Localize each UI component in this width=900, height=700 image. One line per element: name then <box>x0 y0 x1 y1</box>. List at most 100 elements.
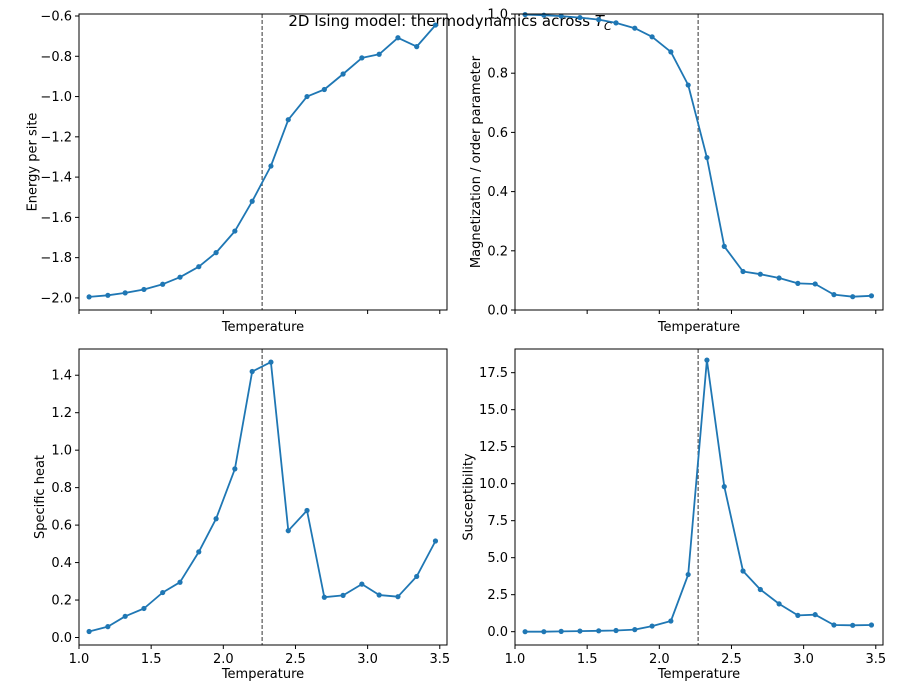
energy-data-point <box>304 93 310 100</box>
specific-heat-data-point <box>359 581 365 587</box>
magnetization-data-point <box>795 280 801 286</box>
susceptibility-panel: 1.0 1.5 2.0 2.5 3.0 3.5 0.0 2.5 5.0 7.5 10.0 12.5 15… <box>462 348 886 682</box>
magnetization-y-tick-label: 0.0 <box>487 304 508 319</box>
susceptibility-data-point <box>613 627 619 634</box>
susceptibility-data-point <box>632 627 638 633</box>
magnetization-data-point <box>776 275 782 281</box>
energy-axes-frame <box>78 13 448 311</box>
energy-y-tick-label: −1.4 <box>40 171 72 186</box>
energy-data-point <box>432 22 439 28</box>
energy-y-tick-label: −0.6 <box>40 10 72 25</box>
specific-heat-series-line <box>88 361 437 633</box>
magnetization-data-point <box>850 294 856 300</box>
energy-data-point <box>196 264 202 270</box>
susceptibility-data-point <box>831 622 837 628</box>
magnetization-panel: 0.0 0.2 0.4 0.6 0.8 1.0 Temperature Magnetizati… <box>469 8 884 335</box>
specific-heat-x-tick-label: 3.5 <box>429 652 450 667</box>
susceptibility-data-point <box>776 601 782 607</box>
susceptibility-data-point <box>649 623 655 629</box>
energy-panel: −2.0 −1.8 −1.6 −1.4 −1.2 −1.0 −0.8 −0.6 Temperat… <box>26 10 448 335</box>
specific-heat-data-point <box>304 507 310 514</box>
susceptibility-y-tick-label: 5.0 <box>487 551 508 566</box>
specific-heat-x-tick-label: 1.5 <box>141 652 162 667</box>
energy-data-point <box>340 71 346 77</box>
specific-heat-x-tick-label: 1.0 <box>69 652 90 667</box>
magnetization-data-point <box>668 49 674 55</box>
susceptibility-data-point <box>795 612 801 619</box>
susceptibility-data-point <box>577 628 583 634</box>
energy-y-tick-label: −2.0 <box>40 291 72 306</box>
specific-heat-data-point <box>122 613 128 619</box>
specific-heat-data-point <box>414 573 420 580</box>
susceptibility-y-tick-label: 0.0 <box>487 625 508 640</box>
specific-heat-x-tick-label: 2.5 <box>285 652 306 667</box>
specific-heat-panel: 1.0 1.5 2.0 2.5 3.0 3.5 0.0 0.2 0.4 0.6 0.8 1.0 1.2 1… <box>33 348 450 682</box>
energy-data-point <box>376 51 382 57</box>
susceptibility-x-tick-label: 3.0 <box>793 652 814 667</box>
energy-x-axis-label: Temperature <box>221 320 304 335</box>
magnetization-y-tick-label: 0.6 <box>487 126 508 141</box>
specific-heat-y-tick-label: 1.0 <box>51 444 72 459</box>
specific-heat-data-point <box>340 592 346 598</box>
magnetization-data-point <box>685 82 691 88</box>
specific-heat-data-point <box>232 466 238 472</box>
susceptibility-y-tick-label: 12.5 <box>479 440 508 455</box>
susceptibility-x-tick-label: 2.5 <box>721 652 742 667</box>
magnetization-x-axis-label: Temperature <box>657 320 740 335</box>
susceptibility-data-point <box>740 568 746 574</box>
magnetization-data-point <box>577 14 583 21</box>
energy-data-point <box>105 292 111 298</box>
magnetization-data-point <box>522 11 528 18</box>
specific-heat-data-point <box>432 538 439 544</box>
energy-data-point <box>213 250 219 256</box>
susceptibility-data-point <box>596 628 602 634</box>
specific-heat-data-point <box>249 368 255 375</box>
energy-data-point <box>249 198 255 204</box>
susceptibility-data-point <box>868 622 875 628</box>
magnetization-y-axis-label: Magnetization / order parameter <box>469 55 484 268</box>
magnetization-data-point <box>613 20 619 26</box>
magnetization-axes-frame <box>514 13 884 311</box>
energy-y-axis-label: Energy per site <box>26 113 41 212</box>
susceptibility-data-point <box>721 484 727 490</box>
magnetization-data-point <box>596 17 602 23</box>
specific-heat-data-point <box>376 592 382 598</box>
specific-heat-axes-frame <box>78 348 448 646</box>
energy-series-line <box>89 24 437 298</box>
energy-data-point <box>321 86 327 93</box>
magnetization-data-point <box>831 292 837 298</box>
susceptibility-y-tick-label: 15.0 <box>479 403 508 418</box>
magnetization-data-point <box>632 25 638 31</box>
susceptibility-data-point <box>541 629 547 635</box>
susceptibility-y-tick-label: 17.5 <box>479 366 508 381</box>
energy-y-tick-label: −1.8 <box>40 251 72 266</box>
energy-data-point <box>395 35 401 41</box>
magnetization-y-tick-label: 0.2 <box>487 244 508 259</box>
magnetization-data-point <box>740 268 746 275</box>
specific-heat-y-tick-label: 0.4 <box>51 556 72 571</box>
susceptibility-x-tick-label: 2.0 <box>649 652 670 667</box>
magnetization-data-point <box>541 12 547 18</box>
energy-data-point <box>232 228 238 234</box>
energy-y-tick-label: −1.0 <box>40 90 72 105</box>
specific-heat-y-tick-label: 0.0 <box>51 631 72 646</box>
energy-data-point <box>285 117 291 123</box>
susceptibility-data-point <box>685 571 691 578</box>
specific-heat-y-axis-label: Specific heat <box>33 455 48 539</box>
specific-heat-data-point <box>213 516 219 522</box>
susceptibility-x-tick-label: 1.5 <box>577 652 598 667</box>
energy-data-point <box>122 290 128 296</box>
specific-heat-y-tick-label: 0.6 <box>51 519 72 534</box>
magnetization-series-line <box>525 13 872 298</box>
magnetization-data-point <box>649 34 655 40</box>
susceptibility-axes-frame <box>514 348 884 646</box>
energy-data-point <box>86 294 92 300</box>
specific-heat-data-point <box>285 528 291 534</box>
susceptibility-x-axis-label: Temperature <box>657 667 740 682</box>
magnetization-data-point <box>812 281 818 287</box>
specific-heat-y-tick-label: 1.2 <box>51 406 72 421</box>
energy-y-tick-label: −1.2 <box>40 130 72 145</box>
magnetization-y-tick-label: 1.0 <box>487 8 508 23</box>
susceptibility-x-tick-label: 3.5 <box>865 652 886 667</box>
energy-data-point <box>141 286 147 293</box>
